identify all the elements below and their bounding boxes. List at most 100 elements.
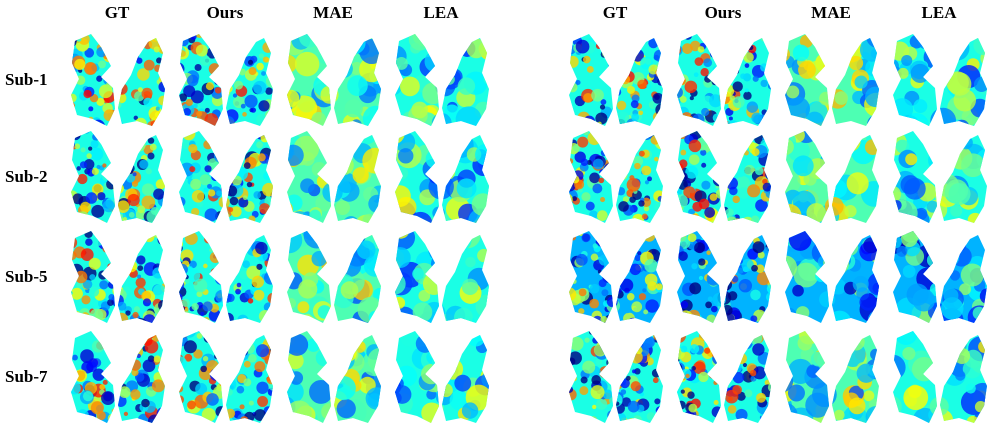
flatmap-spot <box>614 31 625 42</box>
flatmap-spot <box>120 39 133 52</box>
flatmap-spot <box>617 187 625 195</box>
flatmap-spot <box>929 40 948 59</box>
flatmap-spot <box>577 419 584 426</box>
flatmap-spot <box>382 121 405 144</box>
flatmap-spot <box>90 309 104 323</box>
flatmap-fill <box>885 28 996 139</box>
brain-flatmap <box>65 324 170 430</box>
flatmap-spot <box>331 349 345 363</box>
flatmap-spot <box>823 250 849 276</box>
flatmap-spot <box>195 64 202 71</box>
flatmap-spot <box>65 332 73 340</box>
flatmap-spot <box>674 163 683 172</box>
flatmap-spot <box>692 114 704 126</box>
flatmap-spot <box>591 89 604 102</box>
flatmap-spot <box>203 140 213 150</box>
flatmap-spot <box>324 124 339 139</box>
flatmap-spot <box>444 74 455 85</box>
flatmap-spot <box>434 31 458 55</box>
flatmap-spot <box>153 28 166 41</box>
flatmap-spot <box>248 354 257 363</box>
flatmap-spot <box>439 384 453 398</box>
flatmap-spot <box>605 159 616 170</box>
flatmap-spot <box>638 130 650 142</box>
flatmap-spot <box>223 155 231 163</box>
flatmap-spot <box>859 294 876 311</box>
flatmap-fill <box>381 222 501 334</box>
flatmap-spot <box>153 335 160 342</box>
flatmap-spot <box>452 125 468 141</box>
flatmap-spot <box>238 240 247 249</box>
flatmap-spot <box>626 376 631 381</box>
flatmap-fill <box>562 327 668 431</box>
flatmap-spot <box>640 327 652 339</box>
flatmap-spot <box>729 328 743 342</box>
flatmap-spot <box>560 144 571 155</box>
brain-flatmap <box>774 25 892 135</box>
flatmap-spot <box>256 141 263 148</box>
brain-flatmap <box>772 318 887 432</box>
flatmap-spot <box>221 30 231 40</box>
flatmap-spot <box>247 182 252 187</box>
flatmap-spot <box>631 39 640 48</box>
flatmap-spot <box>92 168 99 175</box>
flatmap-spot <box>86 192 98 204</box>
flatmap-fill <box>772 318 887 432</box>
flatmap-spot <box>604 314 618 328</box>
flatmap-spot <box>264 221 271 228</box>
flatmap-spot <box>685 81 698 94</box>
flatmap-spot <box>136 343 142 349</box>
flatmap-spot <box>135 118 147 130</box>
flatmap-spot <box>769 65 775 71</box>
flatmap-fill <box>669 26 779 134</box>
flatmap-spot <box>222 293 232 303</box>
flatmap-spot <box>244 95 257 108</box>
flatmap-spot <box>113 176 117 180</box>
brain-flatmap <box>171 225 280 328</box>
flatmap-spot <box>77 419 88 430</box>
flatmap-spot <box>85 238 92 245</box>
flatmap-spot <box>617 170 627 180</box>
flatmap-spot <box>141 88 152 99</box>
flatmap-spot <box>798 336 813 351</box>
flatmap-spot <box>927 253 941 267</box>
flatmap-spot <box>263 56 269 62</box>
flatmap-spot <box>64 88 70 94</box>
flatmap-spot <box>688 233 697 242</box>
flatmap-spot <box>127 194 139 206</box>
flatmap-spot <box>694 421 700 427</box>
flatmap-spot <box>186 99 193 106</box>
flatmap-spot <box>642 213 648 219</box>
flatmap-spot <box>600 316 607 323</box>
flatmap-spot <box>202 408 216 422</box>
flatmap-spot <box>429 170 443 184</box>
flatmap-spot <box>681 112 693 124</box>
flatmap-spot <box>146 168 152 174</box>
flatmap-spot <box>103 200 115 212</box>
flatmap-spot <box>666 308 679 321</box>
flatmap-spot <box>251 107 256 112</box>
flatmap-spot <box>158 41 171 54</box>
flatmap-spot <box>949 183 971 205</box>
flatmap-spot <box>289 371 303 385</box>
flatmap-spot <box>589 416 598 425</box>
flatmap-spot <box>913 289 935 311</box>
flatmap-spot <box>238 361 242 365</box>
flatmap-spot <box>206 82 214 90</box>
flatmap-spot <box>269 252 281 264</box>
flatmap-spot <box>980 288 996 304</box>
flatmap-spot <box>172 315 180 323</box>
flatmap-spot <box>660 341 668 349</box>
flatmap-spot <box>176 385 183 392</box>
flatmap-spot <box>565 72 571 78</box>
flatmap-spot <box>713 170 724 181</box>
flatmap-spot <box>653 377 659 383</box>
flatmap-spot <box>467 328 486 347</box>
flatmap-spot <box>332 376 356 400</box>
flatmap-spot <box>572 196 577 201</box>
flatmap-spot <box>102 174 108 180</box>
flatmap-spot <box>672 329 686 343</box>
brain-flatmap <box>171 28 280 133</box>
flatmap-spot <box>739 335 753 349</box>
flatmap-spot <box>422 82 444 104</box>
